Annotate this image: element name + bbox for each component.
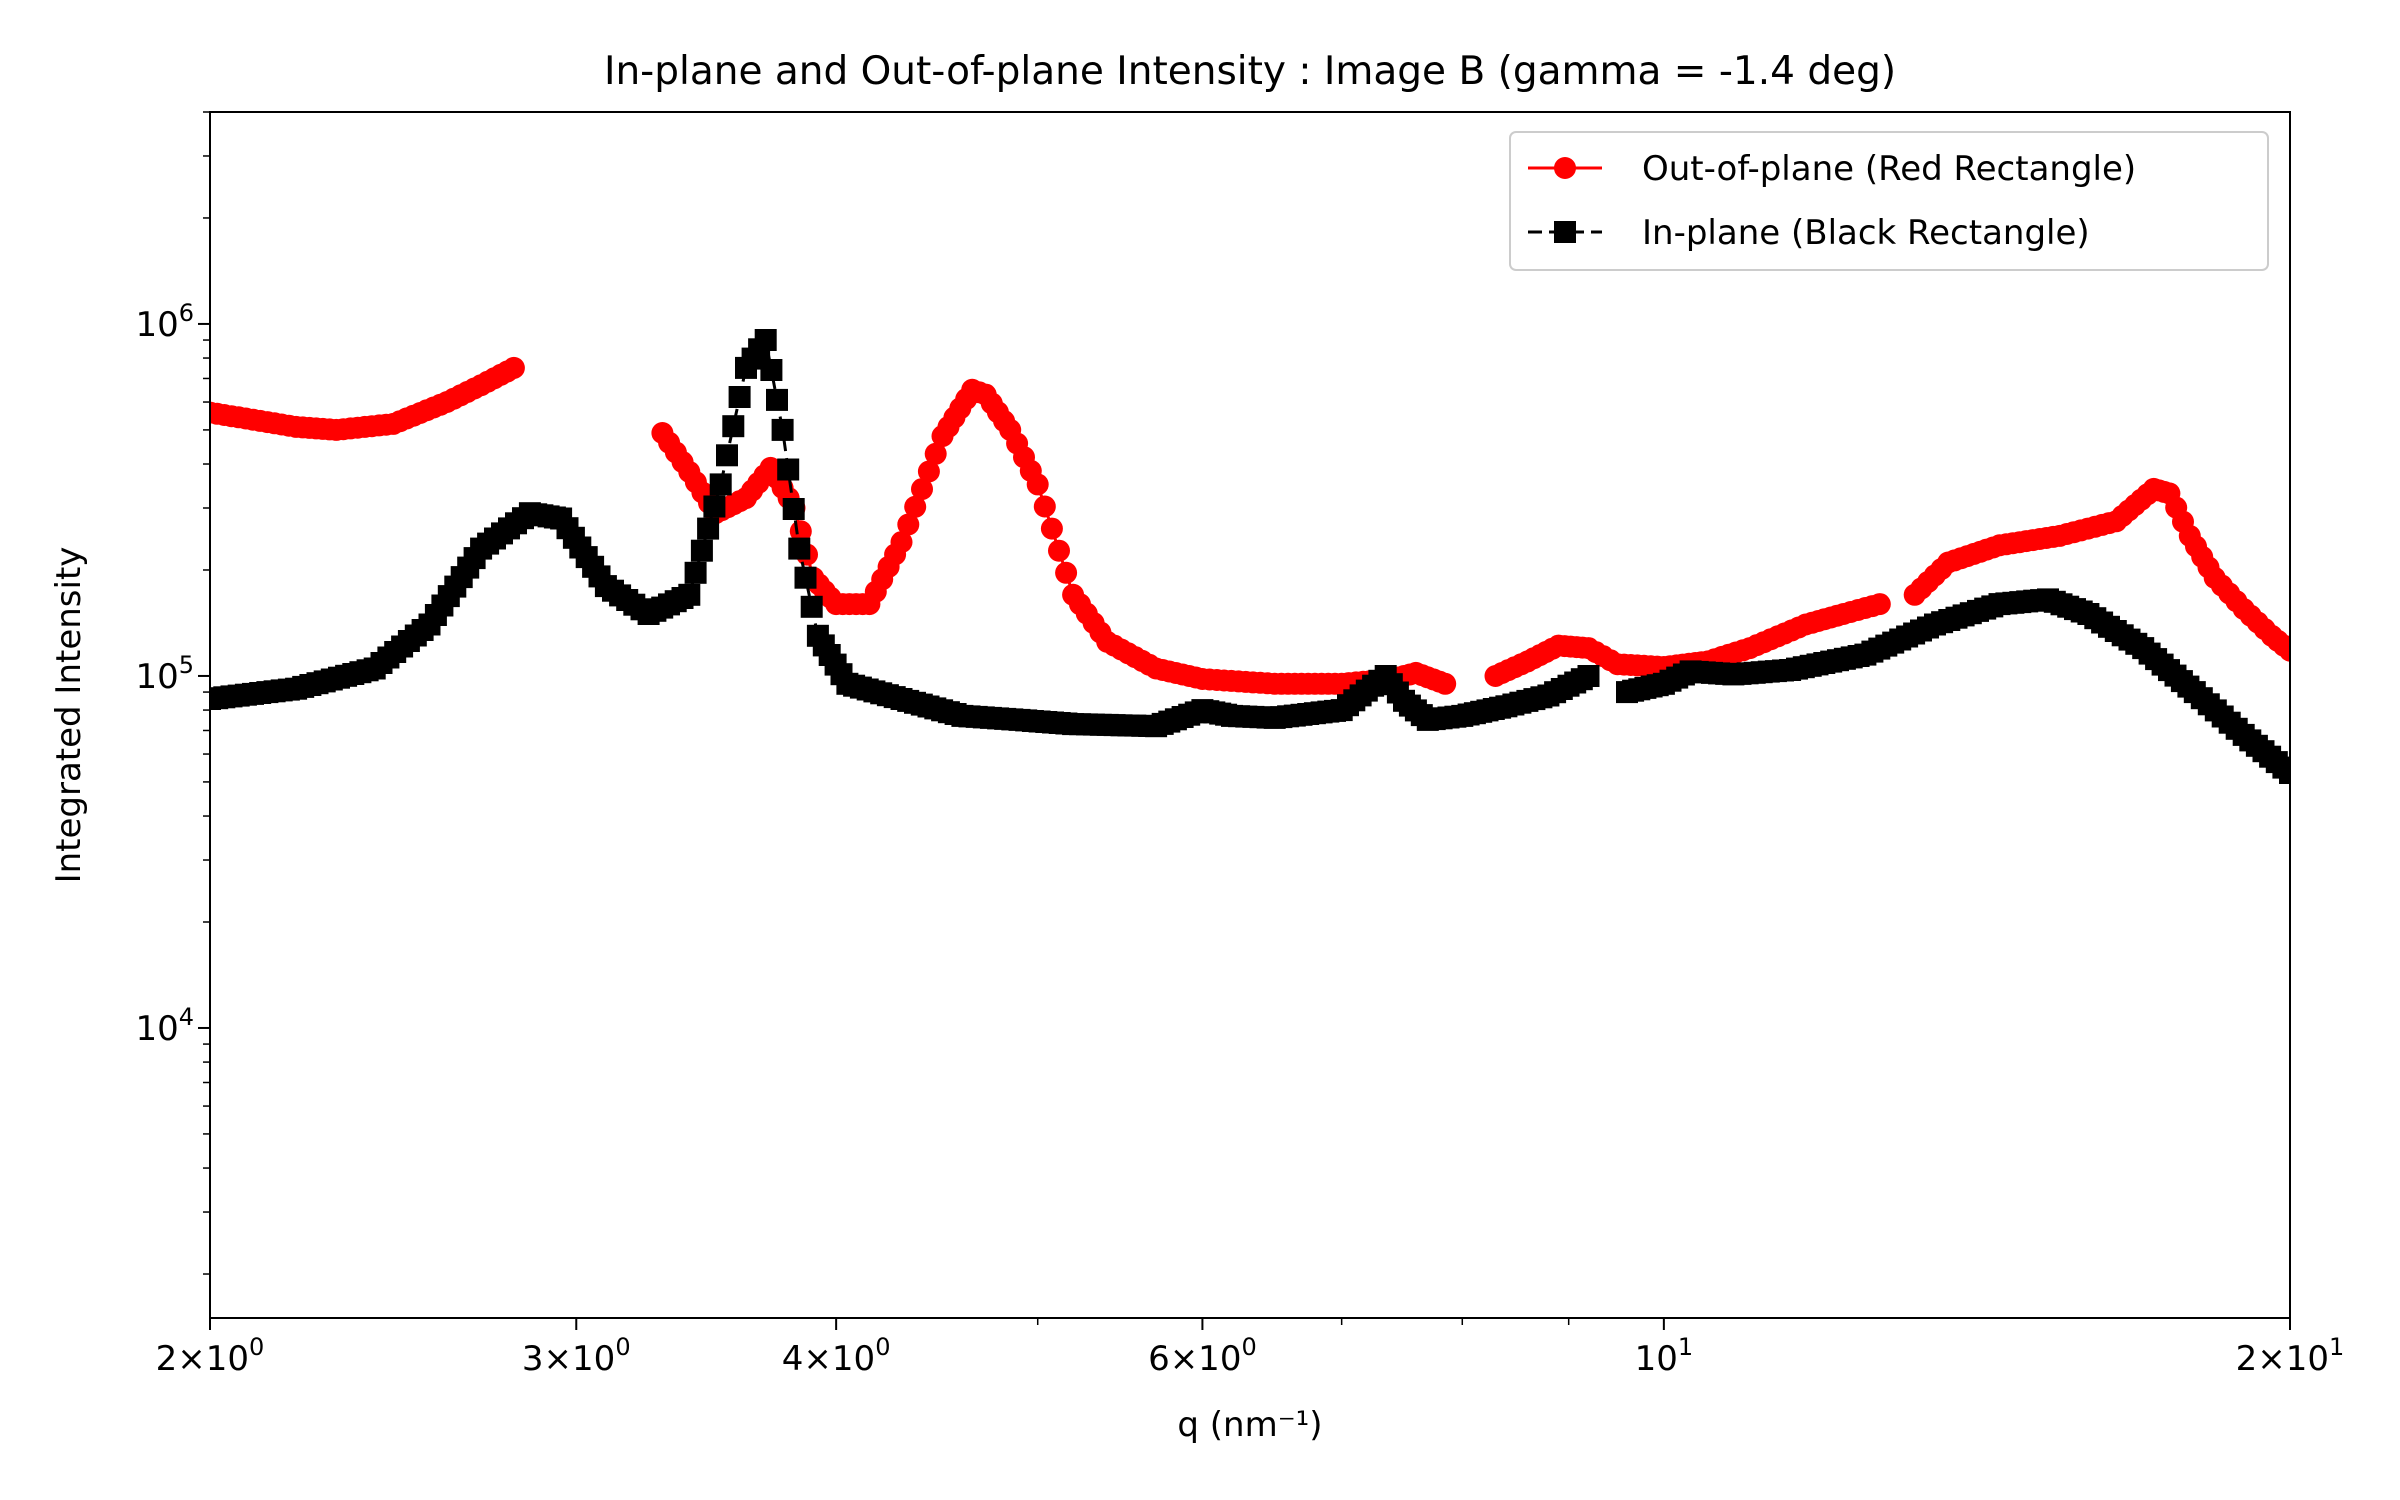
series-0-marker — [1040, 517, 1063, 540]
series-0-marker — [1026, 473, 1049, 496]
series-1 — [210, 329, 2290, 784]
series-0-marker — [1434, 672, 1457, 695]
series-1-marker — [684, 561, 707, 584]
chart-title: In-plane and Out-of-plane Intensity : Im… — [604, 49, 1896, 94]
series-1-marker — [728, 386, 751, 408]
legend-box — [1509, 131, 2269, 271]
y-axis-label: Integrated Intensity — [49, 547, 89, 884]
series-0-marker — [917, 460, 940, 483]
x-tick-label-5: 2×101 — [2236, 1333, 2345, 1379]
series-1-marker — [697, 517, 720, 540]
series-1-marker — [2279, 762, 2290, 784]
series-1-marker — [678, 583, 701, 606]
series-1-marker — [788, 537, 811, 560]
series-1-marker — [800, 595, 823, 618]
series-layer — [210, 329, 2290, 784]
plot-frame — [209, 111, 2291, 1319]
x-axis-label: q (nm⁻¹) — [1177, 1405, 1322, 1445]
series-0-marker — [1048, 539, 1070, 562]
series-1-marker — [709, 473, 732, 496]
series-0-marker — [2279, 639, 2290, 662]
series-0-marker — [904, 495, 927, 518]
series-1-marker — [782, 498, 805, 520]
x-tick-label-1: 3×100 — [522, 1333, 631, 1379]
legend-label-in-plane: In-plane (Black Rectangle) — [1642, 213, 2090, 253]
legend-marker-out-of-plane — [1554, 157, 1576, 179]
series-0-marker — [1868, 593, 1891, 616]
series-0-marker — [897, 513, 920, 536]
x-tick-label-0: 2×100 — [156, 1333, 265, 1379]
x-tick-label-4: 101 — [1635, 1333, 1694, 1379]
series-1-marker — [760, 359, 783, 381]
x-tick-label-3: 6×100 — [1148, 1333, 1257, 1379]
series-1-marker — [703, 495, 726, 518]
series-1-marker — [771, 418, 794, 441]
series-1-marker — [777, 458, 800, 481]
series-0-marker — [502, 356, 525, 379]
series-0-marker — [890, 531, 913, 554]
series-1-marker — [722, 415, 745, 438]
series-1-marker — [754, 329, 777, 351]
series-0-marker — [1033, 495, 1056, 518]
legend-label-out-of-plane: Out-of-plane (Red Rectangle) — [1642, 149, 2136, 189]
series-0-marker — [924, 442, 947, 465]
series-1-marker — [716, 444, 738, 467]
y-tick-label-2: 106 — [135, 299, 194, 345]
series-1-marker — [794, 566, 817, 589]
series-0-marker — [911, 478, 933, 501]
series-1-marker — [1577, 665, 1600, 687]
legend: Out-of-plane (Red Rectangle) In-plane (B… — [1509, 131, 2269, 271]
series-0-marker — [1055, 561, 1078, 584]
series-1-marker — [690, 539, 713, 562]
legend-marker-in-plane — [1554, 221, 1576, 243]
series-1-marker — [766, 388, 788, 411]
x-tick-label-2: 4×100 — [782, 1333, 891, 1379]
